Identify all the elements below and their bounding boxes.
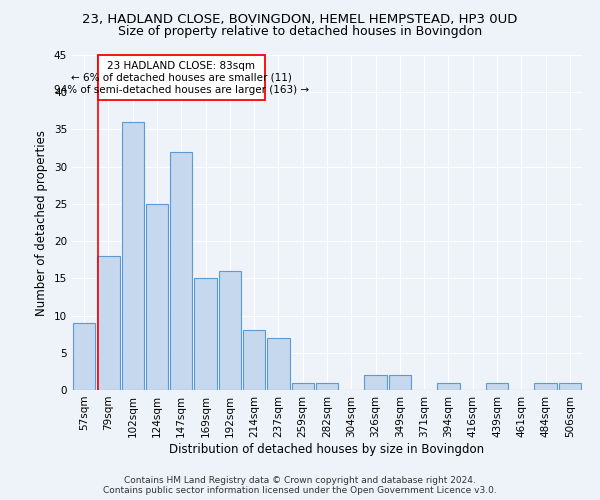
Bar (267, 338, 290, 390)
Bar (122, 122, 144, 390)
Bar (535, 382, 557, 390)
Bar (559, 382, 581, 390)
Bar (194, 278, 217, 390)
Bar (170, 152, 193, 390)
Text: Contains HM Land Registry data © Crown copyright and database right 2024.
Contai: Contains HM Land Registry data © Crown c… (103, 476, 497, 495)
Bar (73, 323, 95, 390)
FancyBboxPatch shape (97, 55, 265, 100)
Bar (364, 375, 387, 390)
Text: 23, HADLAND CLOSE, BOVINGDON, HEMEL HEMPSTEAD, HP3 0UD: 23, HADLAND CLOSE, BOVINGDON, HEMEL HEMP… (82, 12, 518, 26)
Bar (316, 382, 338, 390)
Bar (437, 382, 460, 390)
Bar (97, 256, 119, 390)
Bar (243, 330, 265, 390)
Bar (292, 382, 314, 390)
Text: ← 6% of detached houses are smaller (11): ← 6% of detached houses are smaller (11) (71, 72, 292, 83)
Y-axis label: Number of detached properties: Number of detached properties (35, 130, 49, 316)
Bar (218, 271, 241, 390)
Bar (389, 375, 411, 390)
Bar (486, 382, 508, 390)
X-axis label: Distribution of detached houses by size in Bovingdon: Distribution of detached houses by size … (169, 442, 485, 456)
Text: Size of property relative to detached houses in Bovingdon: Size of property relative to detached ho… (118, 25, 482, 38)
Text: 94% of semi-detached houses are larger (163) →: 94% of semi-detached houses are larger (… (54, 85, 309, 95)
Text: 23 HADLAND CLOSE: 83sqm: 23 HADLAND CLOSE: 83sqm (107, 61, 255, 71)
Bar (146, 204, 168, 390)
